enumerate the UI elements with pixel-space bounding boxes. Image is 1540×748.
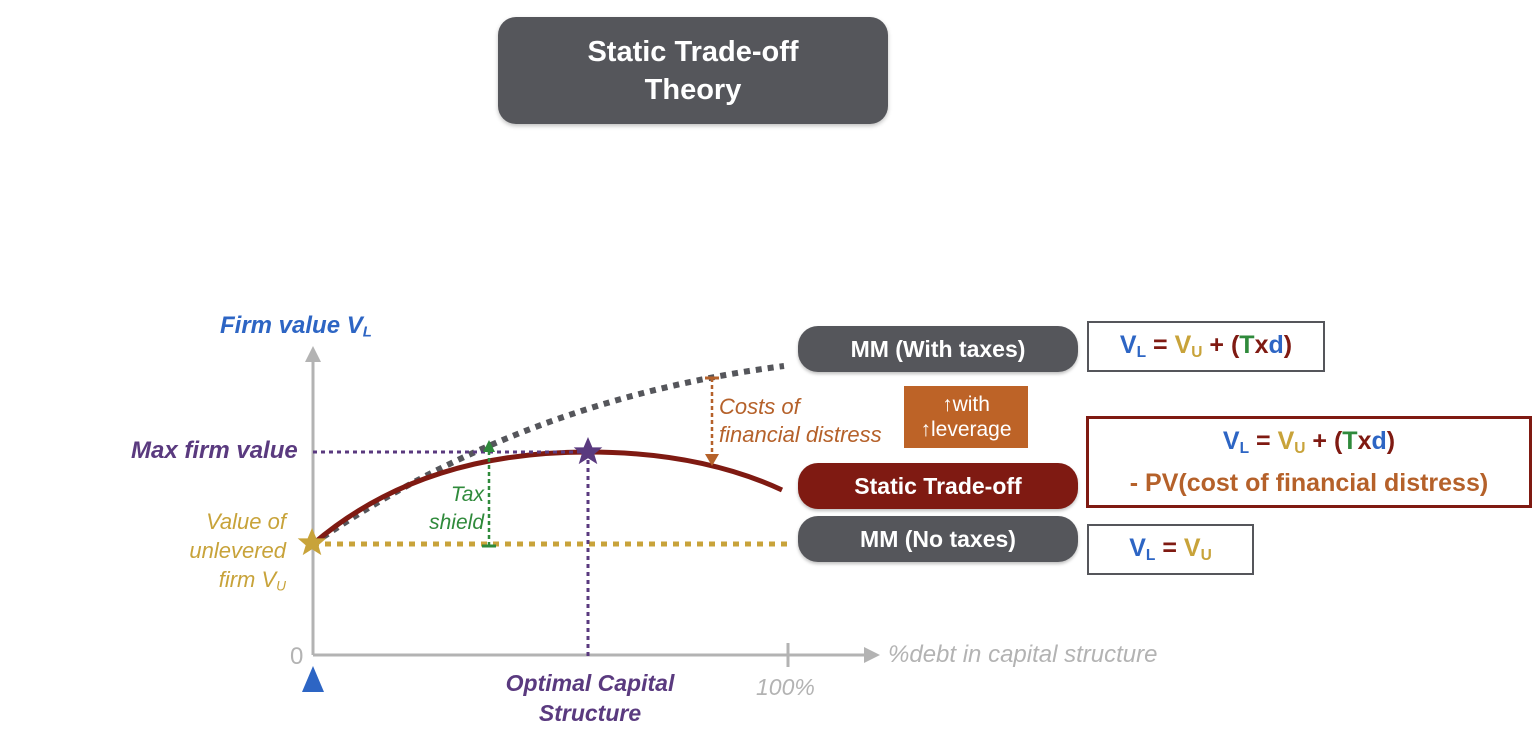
tax-shield-label: Tax shield	[412, 481, 484, 537]
static-tradeoff-curve	[311, 449, 784, 546]
unlevered-line3-wrap: firm VU	[160, 565, 286, 600]
tax-shield-line2: shield	[429, 511, 484, 534]
leverage-line1: ↑with	[942, 393, 990, 416]
mm-no-taxes-pill: MM (No taxes)	[798, 516, 1078, 562]
x-max-label: 100%	[756, 674, 815, 700]
distress-label: Costs of financial distress	[719, 393, 882, 449]
max-firm-value-label: Max firm value	[131, 437, 298, 464]
leverage-box: ↑with ↑leverage	[904, 386, 1028, 448]
fw-line: VL = VU + (Txd)	[1119, 331, 1293, 361]
title-line1: Static Trade-off	[587, 35, 799, 68]
unlevered-line1: Value of	[206, 509, 286, 534]
unlevered-line3: firm V	[218, 567, 277, 592]
unlevered-star-icon	[297, 528, 327, 556]
optimal-star-icon	[573, 437, 603, 465]
x-axis-label: %debt in capital structure	[888, 641, 1158, 668]
origin-label: 0	[290, 643, 304, 670]
optimal-label: Optimal Capital Structure	[490, 668, 690, 728]
formula-static: VL = VU + (Txd) - PV(cost of financial d…	[1086, 416, 1532, 508]
unlevered-line2: unlevered	[189, 538, 286, 563]
leverage-line2: ↑leverage	[920, 418, 1012, 441]
y-axis-arrowhead	[305, 346, 321, 362]
distress-line1: Costs of	[719, 394, 800, 419]
formula-with-taxes: VL = VU + (Txd)	[1087, 321, 1325, 372]
distress-line2: financial distress	[719, 422, 882, 447]
static-tradeoff-pill: Static Trade-off	[798, 463, 1078, 509]
unlevered-sub: U	[276, 578, 286, 594]
tax-shield-line1: Tax	[450, 483, 484, 506]
optimal-line2: Structure	[538, 700, 642, 726]
formula-no-taxes: VL = VU	[1087, 524, 1254, 575]
distress-arrowhead	[705, 454, 719, 466]
fs-line1: VL = VU + (Txd)	[1222, 427, 1396, 457]
origin-triangle-icon	[302, 666, 324, 692]
title-box: Static Trade-off Theory	[498, 17, 888, 124]
y-axis-label-sub: L	[362, 324, 372, 341]
unlevered-label: Value of unlevered firm VU	[160, 507, 286, 600]
title-line2: Theory	[644, 73, 742, 106]
fs-line2: - PV(cost of financial distress)	[1129, 468, 1489, 497]
fw-vl: VL	[1119, 331, 1147, 361]
y-axis-label: Firm value VL	[220, 312, 372, 341]
fw-vu: VU	[1174, 331, 1203, 361]
mm-with-taxes-pill: MM (With taxes)	[798, 326, 1078, 372]
optimal-line1: Optimal Capital	[505, 670, 675, 696]
x-axis-arrowhead	[864, 647, 880, 663]
y-axis-label-text: Firm value V	[220, 312, 363, 339]
fn-line: VL = VU	[1129, 534, 1212, 564]
tax-shield-arrowhead	[483, 440, 495, 452]
